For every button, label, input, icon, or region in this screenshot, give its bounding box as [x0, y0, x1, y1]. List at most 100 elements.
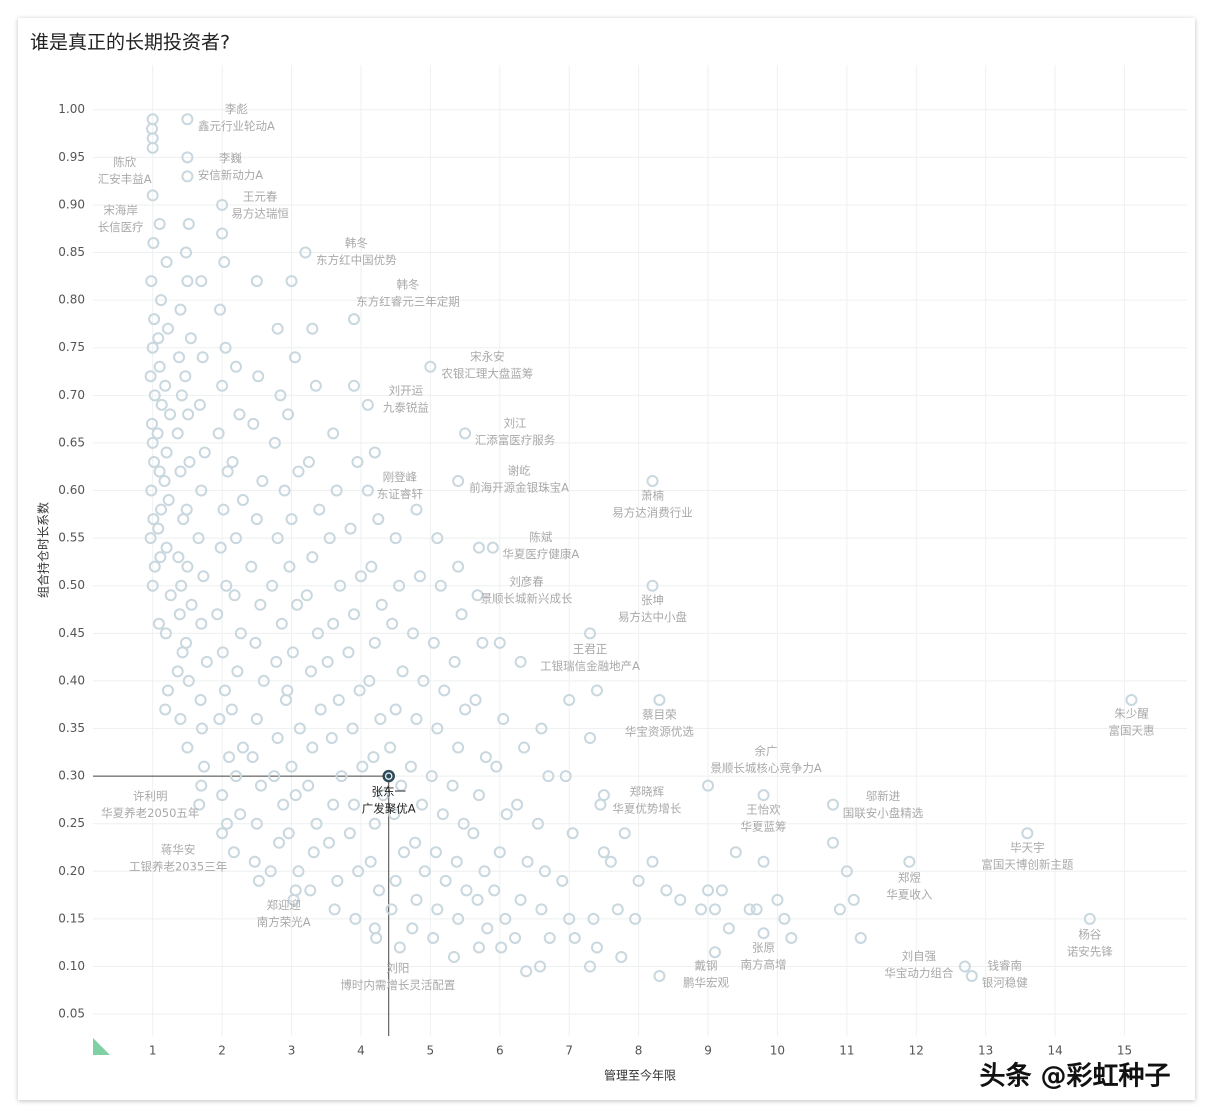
point [173, 608, 186, 621]
point [584, 627, 597, 640]
point [757, 789, 770, 802]
x-tick-label: 5 [427, 1044, 435, 1058]
point-label-name: 蔡目荣 [642, 707, 677, 721]
point [406, 922, 419, 935]
point [356, 760, 369, 773]
point [840, 865, 853, 878]
point [1125, 693, 1138, 706]
point [389, 703, 402, 716]
point [327, 427, 340, 440]
point [231, 665, 244, 678]
point [472, 941, 485, 954]
point [275, 617, 288, 630]
y-tick-label: 0.80 [58, 293, 85, 307]
point [268, 770, 281, 783]
point [228, 589, 241, 602]
point [181, 151, 194, 164]
point [175, 579, 188, 592]
point [364, 855, 377, 868]
point [495, 941, 508, 954]
point [221, 465, 234, 478]
point [327, 798, 340, 811]
point [313, 503, 326, 516]
point [171, 665, 184, 678]
point [708, 903, 721, 916]
point [198, 760, 211, 773]
y-tick-label: 0.70 [58, 388, 85, 402]
point-label-name: 刘自强 [902, 949, 937, 963]
point [413, 570, 426, 583]
point [159, 627, 172, 640]
point [148, 455, 161, 468]
point [250, 817, 263, 830]
point [903, 855, 916, 868]
point [148, 389, 161, 402]
point [611, 903, 624, 916]
point-label-fund: 银河稳健 [982, 976, 1028, 990]
x-tick-label: 15 [1117, 1044, 1132, 1058]
point [604, 855, 617, 868]
point [514, 893, 527, 906]
point [144, 370, 157, 383]
x-tick-label: 3 [288, 1044, 296, 1058]
point-label-name: 张坤 [641, 593, 664, 607]
point [197, 570, 210, 583]
point [404, 760, 417, 773]
point [427, 636, 440, 649]
y-axis-label: 组合持仓时长系数 [36, 502, 51, 598]
point [490, 760, 503, 773]
point [236, 494, 249, 507]
point-label-fund: 华夏优势增长 [612, 802, 681, 816]
point [161, 684, 174, 697]
x-tick-label: 14 [1047, 1044, 1062, 1058]
point [250, 275, 263, 288]
point [518, 741, 531, 754]
x-axis-label: 管理至今年限 [604, 1068, 676, 1083]
point [217, 503, 230, 516]
point [268, 436, 281, 449]
point [152, 617, 165, 630]
point [368, 922, 381, 935]
y-tick-label: 0.30 [58, 769, 85, 783]
point [212, 427, 225, 440]
point [646, 579, 659, 592]
point [618, 827, 631, 840]
watermark: 头条 @彩虹种子 [979, 1062, 1170, 1092]
point [365, 560, 378, 573]
point [311, 627, 324, 640]
point [559, 770, 572, 783]
point [250, 513, 263, 526]
point [282, 408, 295, 421]
point [472, 789, 485, 802]
point [153, 217, 166, 230]
point [289, 351, 302, 364]
point [154, 551, 167, 564]
point [629, 912, 642, 925]
point [193, 398, 206, 411]
point [331, 874, 344, 887]
point [147, 237, 160, 250]
point [587, 912, 600, 925]
point [653, 970, 666, 983]
point [374, 712, 387, 725]
point [216, 646, 229, 659]
point [568, 931, 581, 944]
point-label-name: 刘开运 [389, 383, 424, 397]
point-label-fund: 易方达消费行业 [612, 506, 693, 520]
point [328, 903, 341, 916]
point [708, 946, 721, 959]
y-tick-label: 0.10 [58, 959, 85, 973]
point-label-fund: 华宝动力组合 [884, 966, 953, 980]
point [431, 532, 444, 545]
point [219, 341, 232, 354]
point [715, 884, 728, 897]
point [367, 751, 380, 764]
point [368, 636, 381, 649]
point-label-name: 许利明 [133, 789, 168, 803]
point [372, 513, 385, 526]
point [171, 427, 184, 440]
point-label-fund: 华夏蓝筹 [741, 820, 787, 834]
point [220, 579, 233, 592]
point [417, 674, 430, 687]
point [826, 836, 839, 849]
